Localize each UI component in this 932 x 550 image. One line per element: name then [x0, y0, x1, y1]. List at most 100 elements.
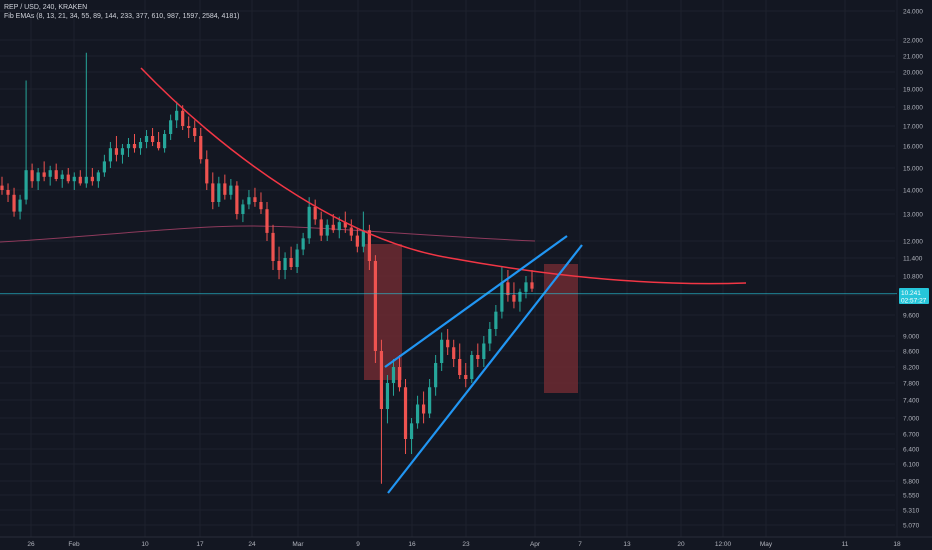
- candle-body: [48, 170, 52, 177]
- candle-body: [524, 282, 528, 292]
- candle-body: [96, 172, 100, 182]
- candle-body: [126, 144, 131, 149]
- candle-body: [301, 238, 305, 250]
- candle-body: [361, 230, 365, 247]
- x-tick-label: 16: [408, 541, 416, 548]
- candle-body: [163, 134, 167, 149]
- x-tick-label: Apr: [530, 541, 541, 548]
- y-tick-label: 18.000: [903, 105, 923, 112]
- candle-body: [277, 261, 281, 270]
- y-tick-label: 22.000: [903, 38, 923, 45]
- candle-body: [434, 363, 438, 388]
- candle-body: [331, 224, 335, 231]
- candles: [0, 52, 534, 484]
- price-badge-bg: [899, 288, 929, 304]
- candle-body: [229, 185, 233, 195]
- resistance-curve: [140, 67, 747, 285]
- y-tick-label: 14.000: [903, 188, 923, 195]
- x-tick-label: 17: [196, 541, 204, 548]
- candle-body: [72, 176, 76, 182]
- candle-body: [66, 174, 70, 182]
- candle-body: [488, 329, 492, 344]
- candle-body: [211, 183, 215, 202]
- indicator-label[interactable]: Fib EMAs (8, 13, 21, 34, 55, 89, 144, 23…: [4, 13, 240, 20]
- x-tick-label: 20: [677, 541, 685, 548]
- y-tick-label: 5.550: [903, 493, 920, 500]
- candle-body: [415, 404, 420, 424]
- candle-body: [289, 258, 293, 267]
- x-tick-label: Mar: [292, 541, 304, 548]
- price-axis[interactable]: 24.000 22.000 21.000 20.000 19.000 18.000 17.0…: [903, 9, 923, 530]
- candle-body: [12, 194, 16, 212]
- candle-body: [42, 172, 46, 177]
- y-tick-label: 9.600: [903, 313, 920, 320]
- highlight-box-right: [544, 264, 578, 393]
- symbol-title[interactable]: REP / USD, 240, KRAKEN: [4, 4, 88, 11]
- candle-body: [446, 339, 450, 348]
- candle-body: [295, 249, 299, 267]
- y-tick-label: 6.100: [903, 462, 920, 469]
- x-tick-label: Feb: [68, 541, 80, 548]
- candle-body: [102, 161, 106, 173]
- candle-body: [385, 383, 390, 409]
- y-tick-label: 5.800: [903, 479, 920, 486]
- candle-body: [464, 375, 468, 379]
- candle-body: [470, 355, 474, 379]
- candle-body: [349, 227, 353, 236]
- candle-body: [476, 355, 480, 359]
- candle-body: [187, 126, 191, 128]
- y-tick-label: 7.400: [903, 398, 920, 405]
- y-tick-label: 6.700: [903, 432, 920, 439]
- candle-body: [379, 351, 384, 409]
- candle-body: [313, 206, 317, 220]
- y-tick-label: 15.000: [903, 166, 923, 173]
- y-tick-label: 21.000: [903, 54, 923, 61]
- candle-body: [458, 359, 462, 375]
- chart-legend: REP / USD, 240, KRAKEN Fib EMAs (8, 13, …: [4, 3, 239, 21]
- candle-body: [90, 176, 94, 182]
- time-axis[interactable]: 26 Feb 10 17 24 Mar 9 16 23 Apr 7 13 20 12:00 May 11 18: [0, 536, 932, 548]
- ema-line: [0, 225, 536, 243]
- candle-body: [54, 170, 58, 179]
- candle-body: [6, 190, 10, 195]
- y-tick-label: 8.600: [903, 349, 920, 356]
- price-badge-value: 10.241: [901, 290, 921, 297]
- candle-body: [36, 172, 40, 182]
- candle-body: [530, 282, 534, 289]
- candle-body: [421, 404, 426, 414]
- descending-curve: [140, 67, 747, 285]
- candle-body: [259, 202, 263, 210]
- candle-body: [78, 176, 82, 184]
- candle-body: [506, 282, 510, 295]
- y-tick-label: 7.800: [903, 381, 920, 388]
- candle-body: [265, 209, 269, 233]
- candle-body: [138, 142, 143, 149]
- candle-body: [253, 197, 257, 202]
- candle-body: [325, 224, 329, 236]
- candle-body: [440, 339, 444, 363]
- x-tick-label: 7: [578, 541, 582, 548]
- y-tick-label: 7.000: [903, 416, 920, 423]
- candle-body: [0, 185, 4, 190]
- wedge-lower-line: [387, 244, 583, 494]
- candle-body: [169, 120, 173, 134]
- candle-body: [84, 176, 88, 184]
- candle-body: [283, 258, 287, 270]
- candle-body: [235, 185, 239, 214]
- y-tick-label: 8.200: [903, 365, 920, 372]
- candle-body: [18, 199, 22, 212]
- y-tick-label: 10.800: [903, 274, 923, 281]
- candle-body: [409, 423, 414, 439]
- candle-body: [132, 144, 137, 149]
- x-tick-label: 13: [623, 541, 631, 548]
- x-tick-label: 12:00: [715, 541, 732, 548]
- ema-4181-line: [0, 225, 536, 243]
- candle-body: [223, 183, 227, 195]
- candle-body: [307, 206, 311, 239]
- y-tick-label: 11.400: [903, 256, 923, 263]
- candle-body: [120, 148, 125, 155]
- y-tick-label: 24.000: [903, 9, 923, 16]
- y-tick-label: 6.400: [903, 447, 920, 454]
